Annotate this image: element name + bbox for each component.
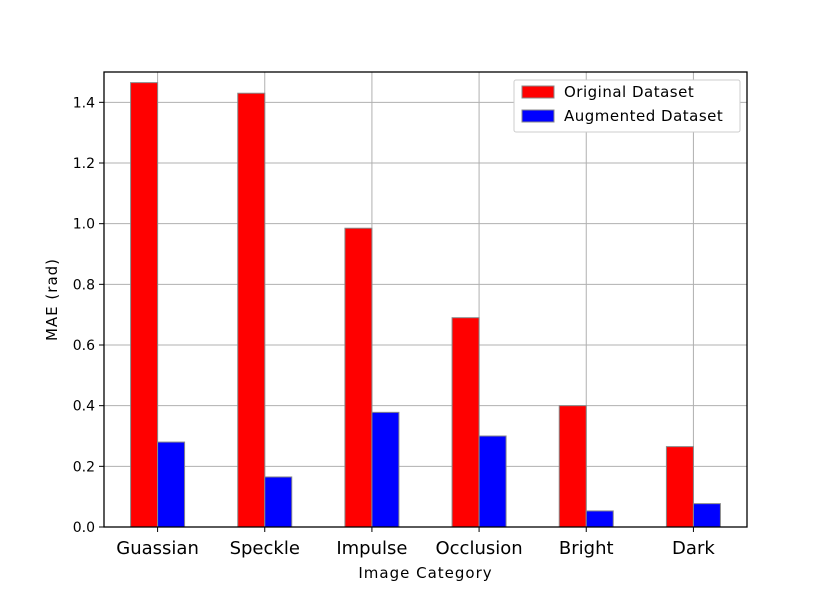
x-tick-label: Guassian [116,538,199,559]
x-tick-label: Bright [559,538,614,559]
legend-label-original: Original Dataset [564,83,694,101]
bar-original-speckle [237,92,266,528]
bar-original-bright [558,405,587,528]
y-ticks: 0.0 0.2 0.4 0.6 0.8 1.0 1.2 1.4 [73,95,104,536]
legend-swatch-augmented [521,109,555,123]
bar-original-guassian [130,82,159,528]
bar-augmented-bright [585,510,614,528]
x-tick-label: Speckle [230,538,300,559]
x-axis-title: Image Category [358,564,492,582]
bars [130,82,721,528]
y-tick-label: 1.0 [73,217,95,233]
bar-augmented-occlusion [478,435,507,528]
bar-augmented-guassian [157,441,186,528]
y-tick-label: 1.2 [73,156,95,172]
y-axis-title: MAE (rad) [43,258,61,341]
grid [104,72,747,528]
x-tick-label: Occlusion [435,538,522,559]
y-tick-label: 0.0 [73,520,95,536]
bar-original-occlusion [451,317,480,528]
legend-label-augmented: Augmented Dataset [564,107,723,125]
x-tick-label: Impulse [336,538,407,559]
legend-swatch-original [521,85,555,99]
bar-augmented-speckle [264,476,293,528]
plot-frame [103,71,748,528]
y-tick-label: 0.4 [73,399,95,415]
y-tick-label: 1.4 [73,95,95,111]
bar-original-dark [665,446,694,528]
x-ticks: Guassian Speckle Impulse Occlusion Bright Dar… [116,527,715,559]
bar-augmented-impulse [371,411,400,528]
y-tick-label: 0.6 [73,338,95,354]
legend: Original Dataset Augmented Dataset [513,79,741,133]
x-tick-label: Dark [672,538,715,559]
y-tick-label: 0.2 [73,459,95,475]
bar-original-impulse [344,227,373,528]
bar-augmented-dark [692,503,721,528]
y-tick-label: 0.8 [73,277,95,293]
legend-box [513,79,741,133]
